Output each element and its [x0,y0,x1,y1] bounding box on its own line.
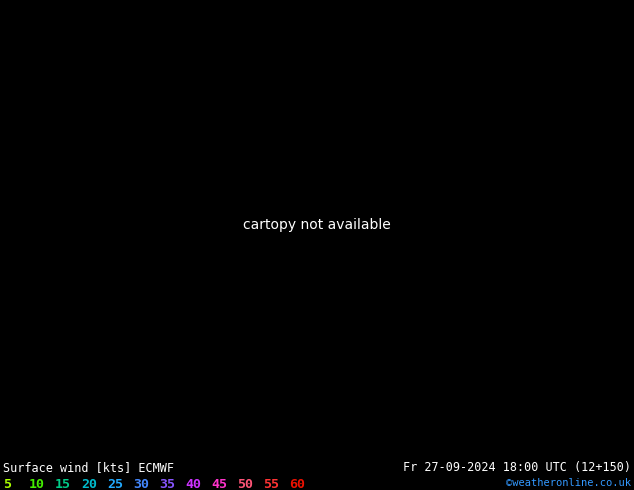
Text: ©weatheronline.co.uk: ©weatheronline.co.uk [506,478,631,488]
Text: 60: 60 [289,478,305,490]
Text: Fr 27-09-2024 18:00 UTC (12+150): Fr 27-09-2024 18:00 UTC (12+150) [403,461,631,474]
Text: 20: 20 [81,478,97,490]
Text: 15: 15 [55,478,71,490]
Text: 25: 25 [107,478,123,490]
Text: 10: 10 [29,478,45,490]
Text: 45: 45 [211,478,227,490]
Text: cartopy not available: cartopy not available [243,219,391,232]
Text: 5: 5 [3,478,11,490]
Text: 35: 35 [159,478,175,490]
Text: 55: 55 [263,478,279,490]
Text: 40: 40 [185,478,201,490]
Text: 30: 30 [133,478,149,490]
Text: 50: 50 [237,478,253,490]
Text: Surface wind [kts] ECMWF: Surface wind [kts] ECMWF [3,461,174,474]
